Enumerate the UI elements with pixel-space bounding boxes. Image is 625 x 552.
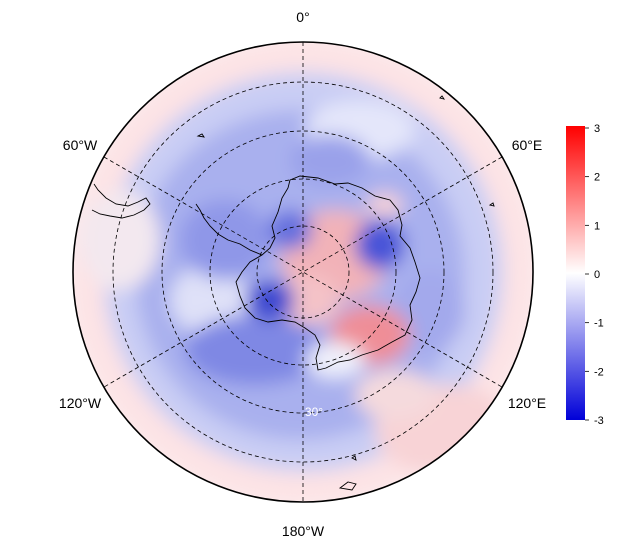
parallel-60s bbox=[161, 130, 445, 414]
lat-label: 30° bbox=[305, 405, 323, 419]
parallel-70s bbox=[209, 178, 397, 366]
small-island-1 bbox=[196, 133, 205, 138]
lon-label-upper-left: 60°W bbox=[63, 137, 98, 153]
small-island-2 bbox=[439, 95, 446, 100]
colorbar-tick-label: 0 bbox=[594, 269, 600, 281]
south-america-coastline bbox=[91, 183, 151, 219]
small-island-3 bbox=[488, 202, 495, 207]
map-boundary bbox=[72, 41, 534, 503]
colorbar-tick-label: 3 bbox=[594, 123, 600, 135]
colorbar-tick-label: 2 bbox=[594, 172, 600, 184]
lon-label-bottom: 180°W bbox=[282, 523, 325, 539]
colorbar-tick-label: -3 bbox=[594, 415, 604, 427]
lon-label-top: 0° bbox=[296, 9, 309, 25]
colorbar-tick-label: -1 bbox=[594, 318, 604, 330]
colorbar-tick-label: 1 bbox=[594, 220, 600, 232]
small-island-4 bbox=[351, 455, 357, 461]
colorbar-ticks: 3 2 1 0 -1 -2 -3 bbox=[585, 123, 604, 427]
graticule bbox=[103, 42, 503, 502]
lon-label-upper-right: 60°E bbox=[512, 137, 543, 153]
new-zealand-coastline bbox=[338, 481, 357, 491]
anomaly-field bbox=[73, 42, 533, 502]
colorbar: 3 2 1 0 -1 -2 -3 bbox=[566, 123, 604, 427]
colorbar-tick-label: -2 bbox=[594, 366, 604, 378]
lon-label-lower-right: 120°E bbox=[508, 395, 546, 411]
map-disk bbox=[73, 42, 533, 502]
antarctica-coastline bbox=[235, 175, 421, 371]
colorbar-ramp bbox=[566, 126, 585, 420]
lon-label-lower-left: 120°W bbox=[59, 395, 102, 411]
parallel-50s bbox=[112, 81, 494, 463]
